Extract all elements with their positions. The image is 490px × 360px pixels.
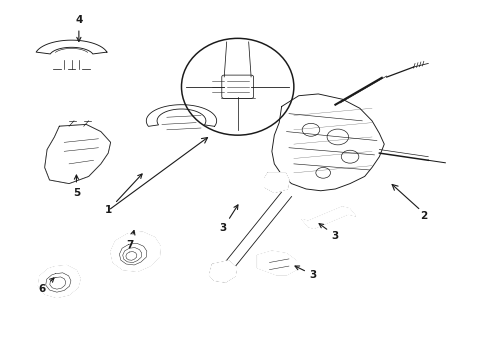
Text: 2: 2 [420,211,427,221]
Polygon shape [257,251,296,275]
Text: 3: 3 [220,205,238,233]
Polygon shape [272,94,384,191]
Polygon shape [45,125,111,184]
Polygon shape [36,40,107,54]
Text: 3: 3 [319,224,339,240]
Polygon shape [147,105,217,126]
Text: 1: 1 [104,174,142,216]
Polygon shape [209,261,237,282]
Text: 5: 5 [73,175,80,198]
Polygon shape [302,207,356,229]
Text: 3: 3 [295,266,317,280]
Text: 6: 6 [39,278,54,294]
Text: 7: 7 [126,230,135,249]
Text: 4: 4 [75,15,82,41]
Polygon shape [111,232,160,271]
Polygon shape [265,173,289,193]
Polygon shape [38,265,80,298]
